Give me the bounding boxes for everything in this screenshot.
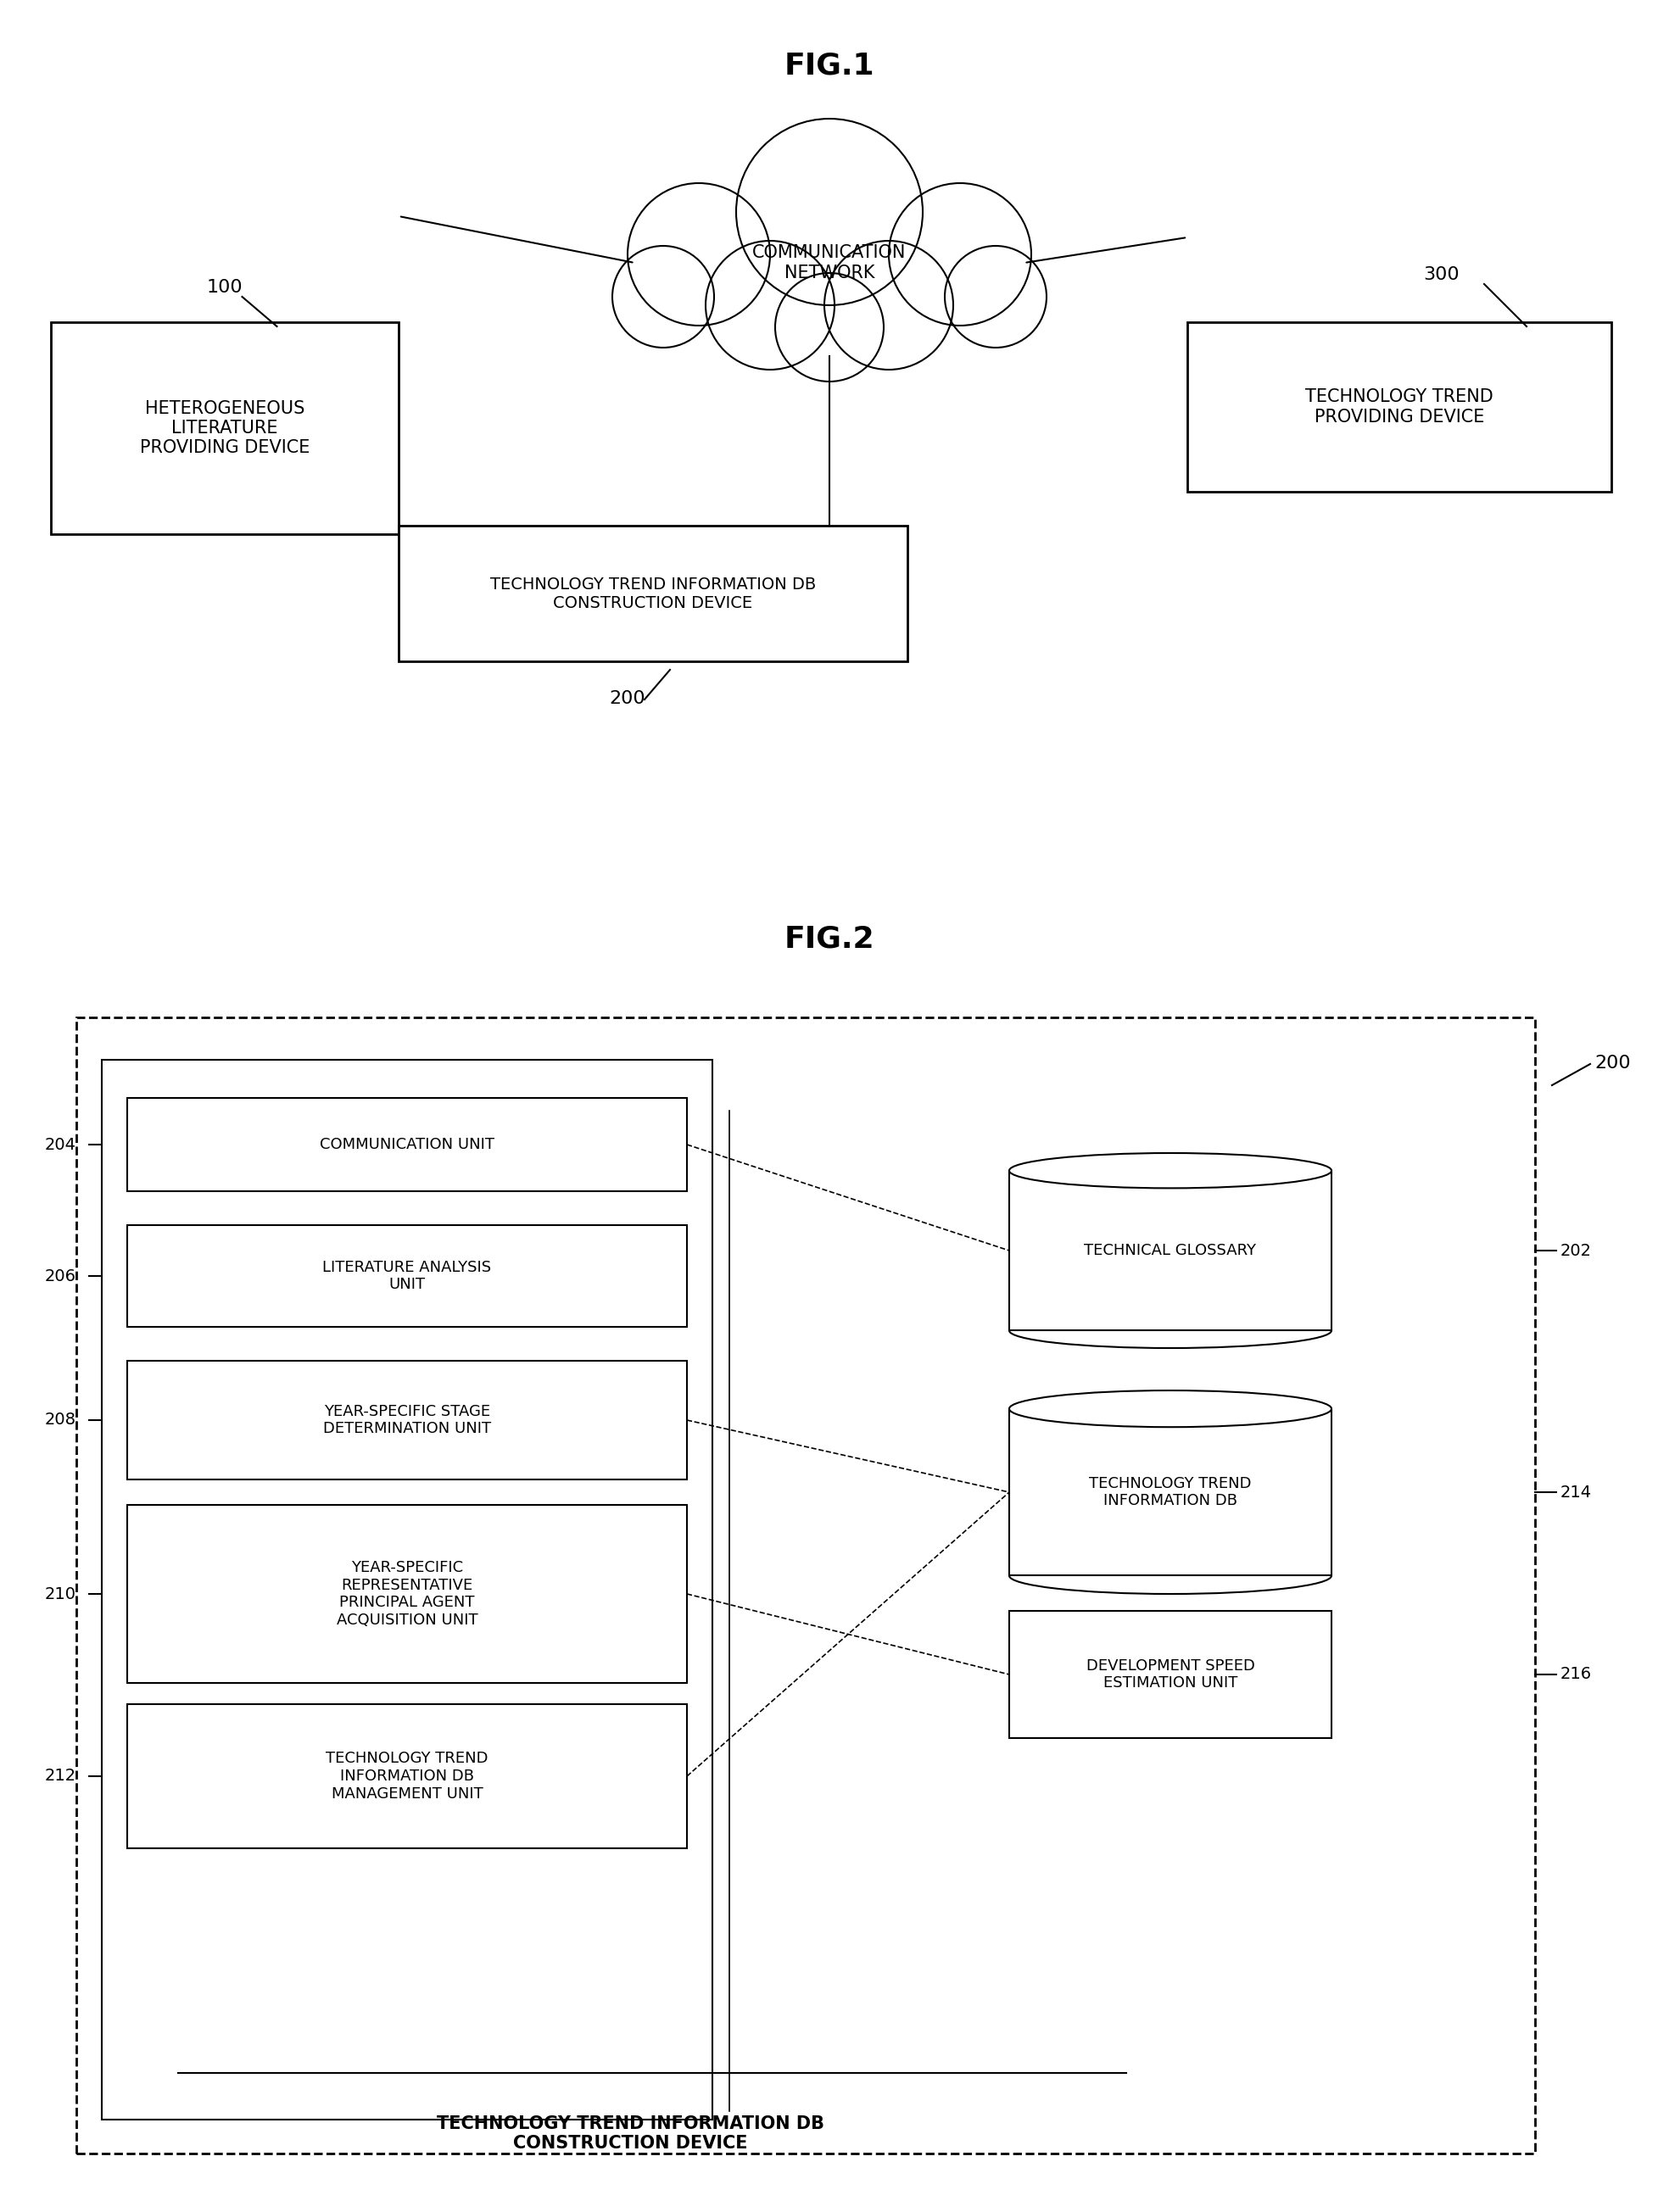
Bar <box>101 1060 711 2119</box>
Text: 204: 204 <box>45 1137 76 1152</box>
Text: 206: 206 <box>45 1267 76 1283</box>
Text: 202: 202 <box>1560 1243 1592 1259</box>
Text: 200: 200 <box>608 690 645 708</box>
Text: YEAR-SPECIFIC
REPRESENTATIVE
PRINCIPAL AGENT
ACQUISITION UNIT: YEAR-SPECIFIC REPRESENTATIVE PRINCIPAL A… <box>337 1559 478 1628</box>
Circle shape <box>824 241 953 369</box>
Bar <box>398 526 907 661</box>
Bar <box>1008 1170 1331 1329</box>
Text: COMMUNICATION
NETWORK: COMMUNICATION NETWORK <box>753 246 905 281</box>
Text: 212: 212 <box>45 1767 76 1785</box>
Circle shape <box>774 272 884 380</box>
Text: FIG.2: FIG.2 <box>784 925 874 953</box>
Ellipse shape <box>1008 1391 1331 1427</box>
Circle shape <box>945 246 1046 347</box>
Text: 300: 300 <box>1423 265 1459 283</box>
Circle shape <box>627 184 769 325</box>
Circle shape <box>889 184 1031 325</box>
Text: TECHNOLOGY TREND INFORMATION DB
CONSTRUCTION DEVICE: TECHNOLOGY TREND INFORMATION DB CONSTRUC… <box>489 575 816 611</box>
Text: 100: 100 <box>207 279 242 296</box>
Text: 210: 210 <box>45 1586 76 1601</box>
Bar <box>1008 1610 1331 1739</box>
Text: DEVELOPMENT SPEED
ESTIMATION UNIT: DEVELOPMENT SPEED ESTIMATION UNIT <box>1086 1659 1253 1690</box>
Text: 216: 216 <box>1560 1666 1592 1683</box>
Text: TECHNOLOGY TREND
INFORMATION DB
MANAGEMENT UNIT: TECHNOLOGY TREND INFORMATION DB MANAGEME… <box>325 1752 487 1801</box>
Bar <box>128 1225 686 1327</box>
Text: TECHNOLOGY TREND
INFORMATION DB: TECHNOLOGY TREND INFORMATION DB <box>1089 1475 1250 1509</box>
Ellipse shape <box>1008 1152 1331 1188</box>
Bar <box>128 1097 686 1192</box>
Text: COMMUNICATION UNIT: COMMUNICATION UNIT <box>320 1137 494 1152</box>
Circle shape <box>612 246 713 347</box>
Bar <box>51 323 398 533</box>
Text: FIG.1: FIG.1 <box>784 51 874 80</box>
Text: 214: 214 <box>1560 1484 1592 1500</box>
Circle shape <box>705 241 834 369</box>
Text: YEAR-SPECIFIC STAGE
DETERMINATION UNIT: YEAR-SPECIFIC STAGE DETERMINATION UNIT <box>323 1405 491 1436</box>
Circle shape <box>736 119 922 305</box>
Text: 208: 208 <box>45 1411 76 1429</box>
Text: TECHNICAL GLOSSARY: TECHNICAL GLOSSARY <box>1084 1243 1255 1259</box>
Bar <box>1187 323 1610 491</box>
Bar <box>128 1504 686 1683</box>
Bar <box>128 1703 686 1849</box>
Bar <box>128 1360 686 1480</box>
Text: LITERATURE ANALYSIS
UNIT: LITERATURE ANALYSIS UNIT <box>322 1259 491 1292</box>
Bar <box>76 1018 1534 2154</box>
Text: TECHNOLOGY TREND INFORMATION DB
CONSTRUCTION DEVICE: TECHNOLOGY TREND INFORMATION DB CONSTRUC… <box>436 2115 824 2152</box>
Text: HETEROGENEOUS
LITERATURE
PROVIDING DEVICE: HETEROGENEOUS LITERATURE PROVIDING DEVIC… <box>139 400 310 456</box>
Text: TECHNOLOGY TREND
PROVIDING DEVICE: TECHNOLOGY TREND PROVIDING DEVICE <box>1305 389 1492 425</box>
Text: 200: 200 <box>1593 1055 1630 1071</box>
Bar <box>1008 1409 1331 1575</box>
